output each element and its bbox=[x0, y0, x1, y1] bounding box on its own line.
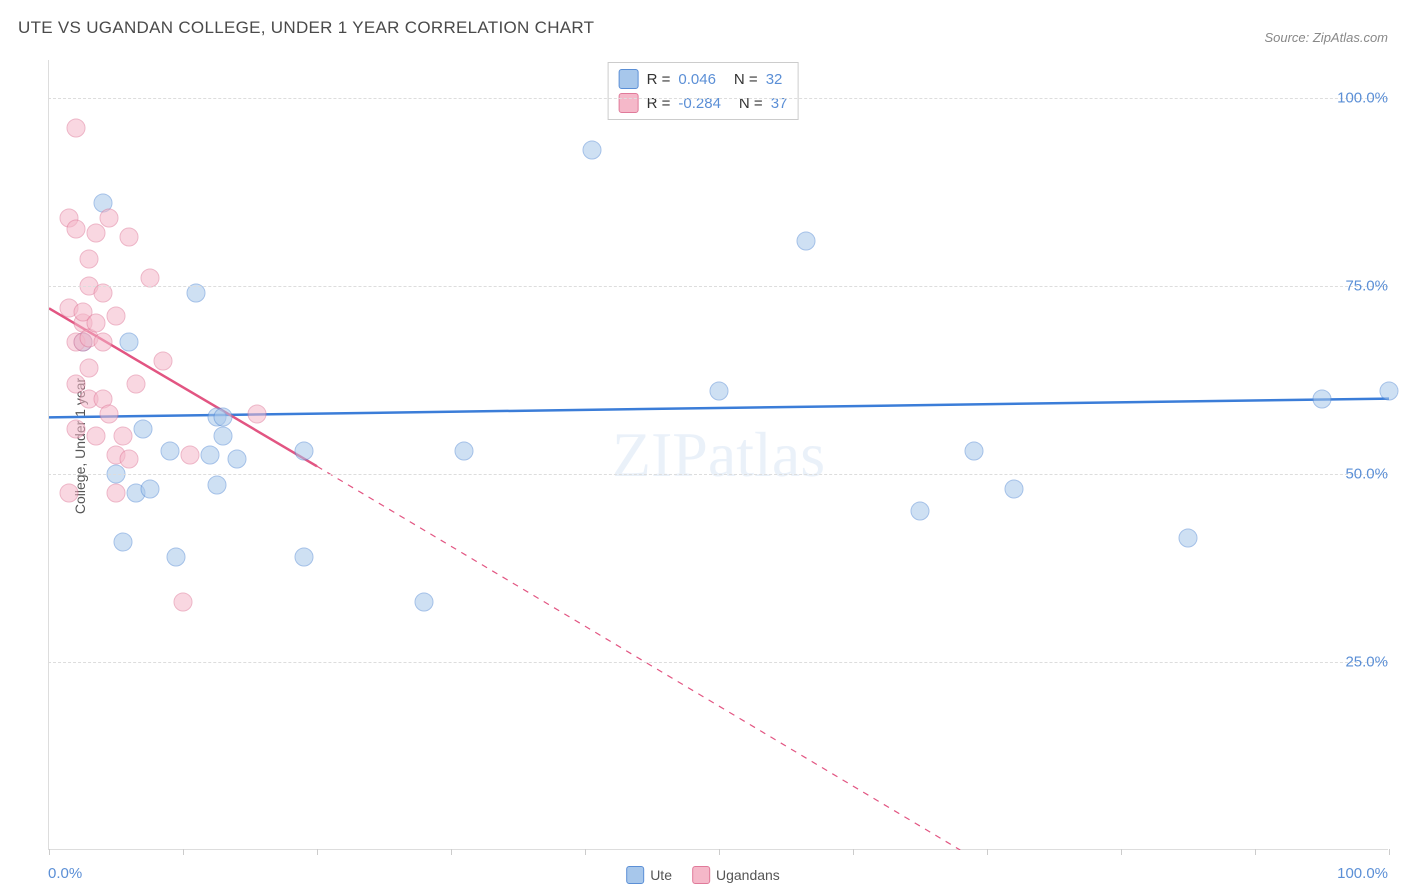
scatter-point bbox=[207, 476, 226, 495]
correlation-legend: R = 0.046 N = 32 R = -0.284N = 37 bbox=[608, 62, 799, 120]
scatter-point bbox=[153, 351, 172, 370]
plot-area: ZIPatlas bbox=[48, 60, 1388, 850]
scatter-point bbox=[174, 592, 193, 611]
scatter-point bbox=[140, 479, 159, 498]
n-value: 32 bbox=[766, 71, 783, 88]
scatter-point bbox=[160, 442, 179, 461]
scatter-point bbox=[100, 209, 119, 228]
x-tick-mark bbox=[49, 849, 50, 855]
scatter-point bbox=[797, 231, 816, 250]
scatter-point bbox=[113, 532, 132, 551]
legend-row: R = 0.046 N = 32 bbox=[619, 67, 788, 91]
x-tick-mark bbox=[183, 849, 184, 855]
scatter-point bbox=[710, 382, 729, 401]
r-value: 0.046 bbox=[678, 71, 716, 88]
scatter-point bbox=[86, 224, 105, 243]
scatter-point bbox=[93, 333, 112, 352]
scatter-point bbox=[66, 419, 85, 438]
series-legend: Ute Ugandans bbox=[626, 866, 780, 884]
source-label: Source: ZipAtlas.com bbox=[1264, 30, 1388, 45]
scatter-point bbox=[1004, 479, 1023, 498]
scatter-point bbox=[911, 502, 930, 521]
scatter-point bbox=[86, 314, 105, 333]
x-tick-mark bbox=[987, 849, 988, 855]
scatter-point bbox=[113, 427, 132, 446]
scatter-point bbox=[294, 547, 313, 566]
scatter-point bbox=[86, 427, 105, 446]
x-tick-mark bbox=[317, 849, 318, 855]
scatter-point bbox=[80, 250, 99, 269]
trend-lines-svg bbox=[49, 60, 1389, 850]
r-label: R = bbox=[647, 71, 671, 88]
scatter-point bbox=[120, 227, 139, 246]
series-legend-item: Ute bbox=[626, 866, 672, 884]
scatter-point bbox=[100, 404, 119, 423]
series-name: Ugandans bbox=[716, 867, 780, 883]
scatter-point bbox=[227, 449, 246, 468]
scatter-point bbox=[107, 306, 126, 325]
legend-swatch bbox=[626, 866, 644, 884]
legend-row: R = -0.284N = 37 bbox=[619, 91, 788, 115]
y-tick-label: 25.0% bbox=[1345, 653, 1388, 670]
y-tick-label: 75.0% bbox=[1345, 277, 1388, 294]
x-tick-mark bbox=[1389, 849, 1390, 855]
x-tick-mark bbox=[719, 849, 720, 855]
scatter-point bbox=[167, 547, 186, 566]
n-label: N = bbox=[734, 71, 758, 88]
scatter-point bbox=[1179, 528, 1198, 547]
series-name: Ute bbox=[650, 867, 672, 883]
x-tick-mark bbox=[1121, 849, 1122, 855]
scatter-point bbox=[214, 427, 233, 446]
y-tick-label: 100.0% bbox=[1337, 89, 1388, 106]
x-tick-mark bbox=[853, 849, 854, 855]
scatter-point bbox=[60, 483, 79, 502]
scatter-point bbox=[66, 220, 85, 239]
scatter-point bbox=[294, 442, 313, 461]
watermark-text: ZIPatlas bbox=[612, 418, 825, 492]
x-tick-mark bbox=[1255, 849, 1256, 855]
scatter-point bbox=[1313, 389, 1332, 408]
gridline bbox=[48, 98, 1388, 99]
gridline bbox=[48, 286, 1388, 287]
scatter-point bbox=[964, 442, 983, 461]
scatter-point bbox=[455, 442, 474, 461]
scatter-point bbox=[133, 419, 152, 438]
chart-title: UTE VS UGANDAN COLLEGE, UNDER 1 YEAR COR… bbox=[18, 18, 594, 38]
legend-swatch bbox=[619, 69, 639, 89]
series-legend-item: Ugandans bbox=[692, 866, 780, 884]
x-tick-mark bbox=[451, 849, 452, 855]
chart-container: UTE VS UGANDAN COLLEGE, UNDER 1 YEAR COR… bbox=[0, 0, 1406, 892]
scatter-point bbox=[120, 333, 139, 352]
scatter-point bbox=[415, 592, 434, 611]
x-tick-label-max: 100.0% bbox=[1337, 865, 1388, 882]
x-tick-label-min: 0.0% bbox=[48, 865, 82, 882]
scatter-point bbox=[200, 446, 219, 465]
scatter-point bbox=[107, 483, 126, 502]
scatter-point bbox=[180, 446, 199, 465]
legend-swatch bbox=[619, 93, 639, 113]
scatter-point bbox=[214, 408, 233, 427]
scatter-point bbox=[66, 118, 85, 137]
gridline bbox=[48, 662, 1388, 663]
y-tick-label: 50.0% bbox=[1345, 465, 1388, 482]
scatter-point bbox=[1380, 382, 1399, 401]
scatter-point bbox=[80, 359, 99, 378]
gridline bbox=[48, 474, 1388, 475]
scatter-point bbox=[127, 374, 146, 393]
x-tick-mark bbox=[585, 849, 586, 855]
scatter-point bbox=[247, 404, 266, 423]
legend-swatch bbox=[692, 866, 710, 884]
scatter-point bbox=[120, 449, 139, 468]
scatter-point bbox=[582, 141, 601, 160]
